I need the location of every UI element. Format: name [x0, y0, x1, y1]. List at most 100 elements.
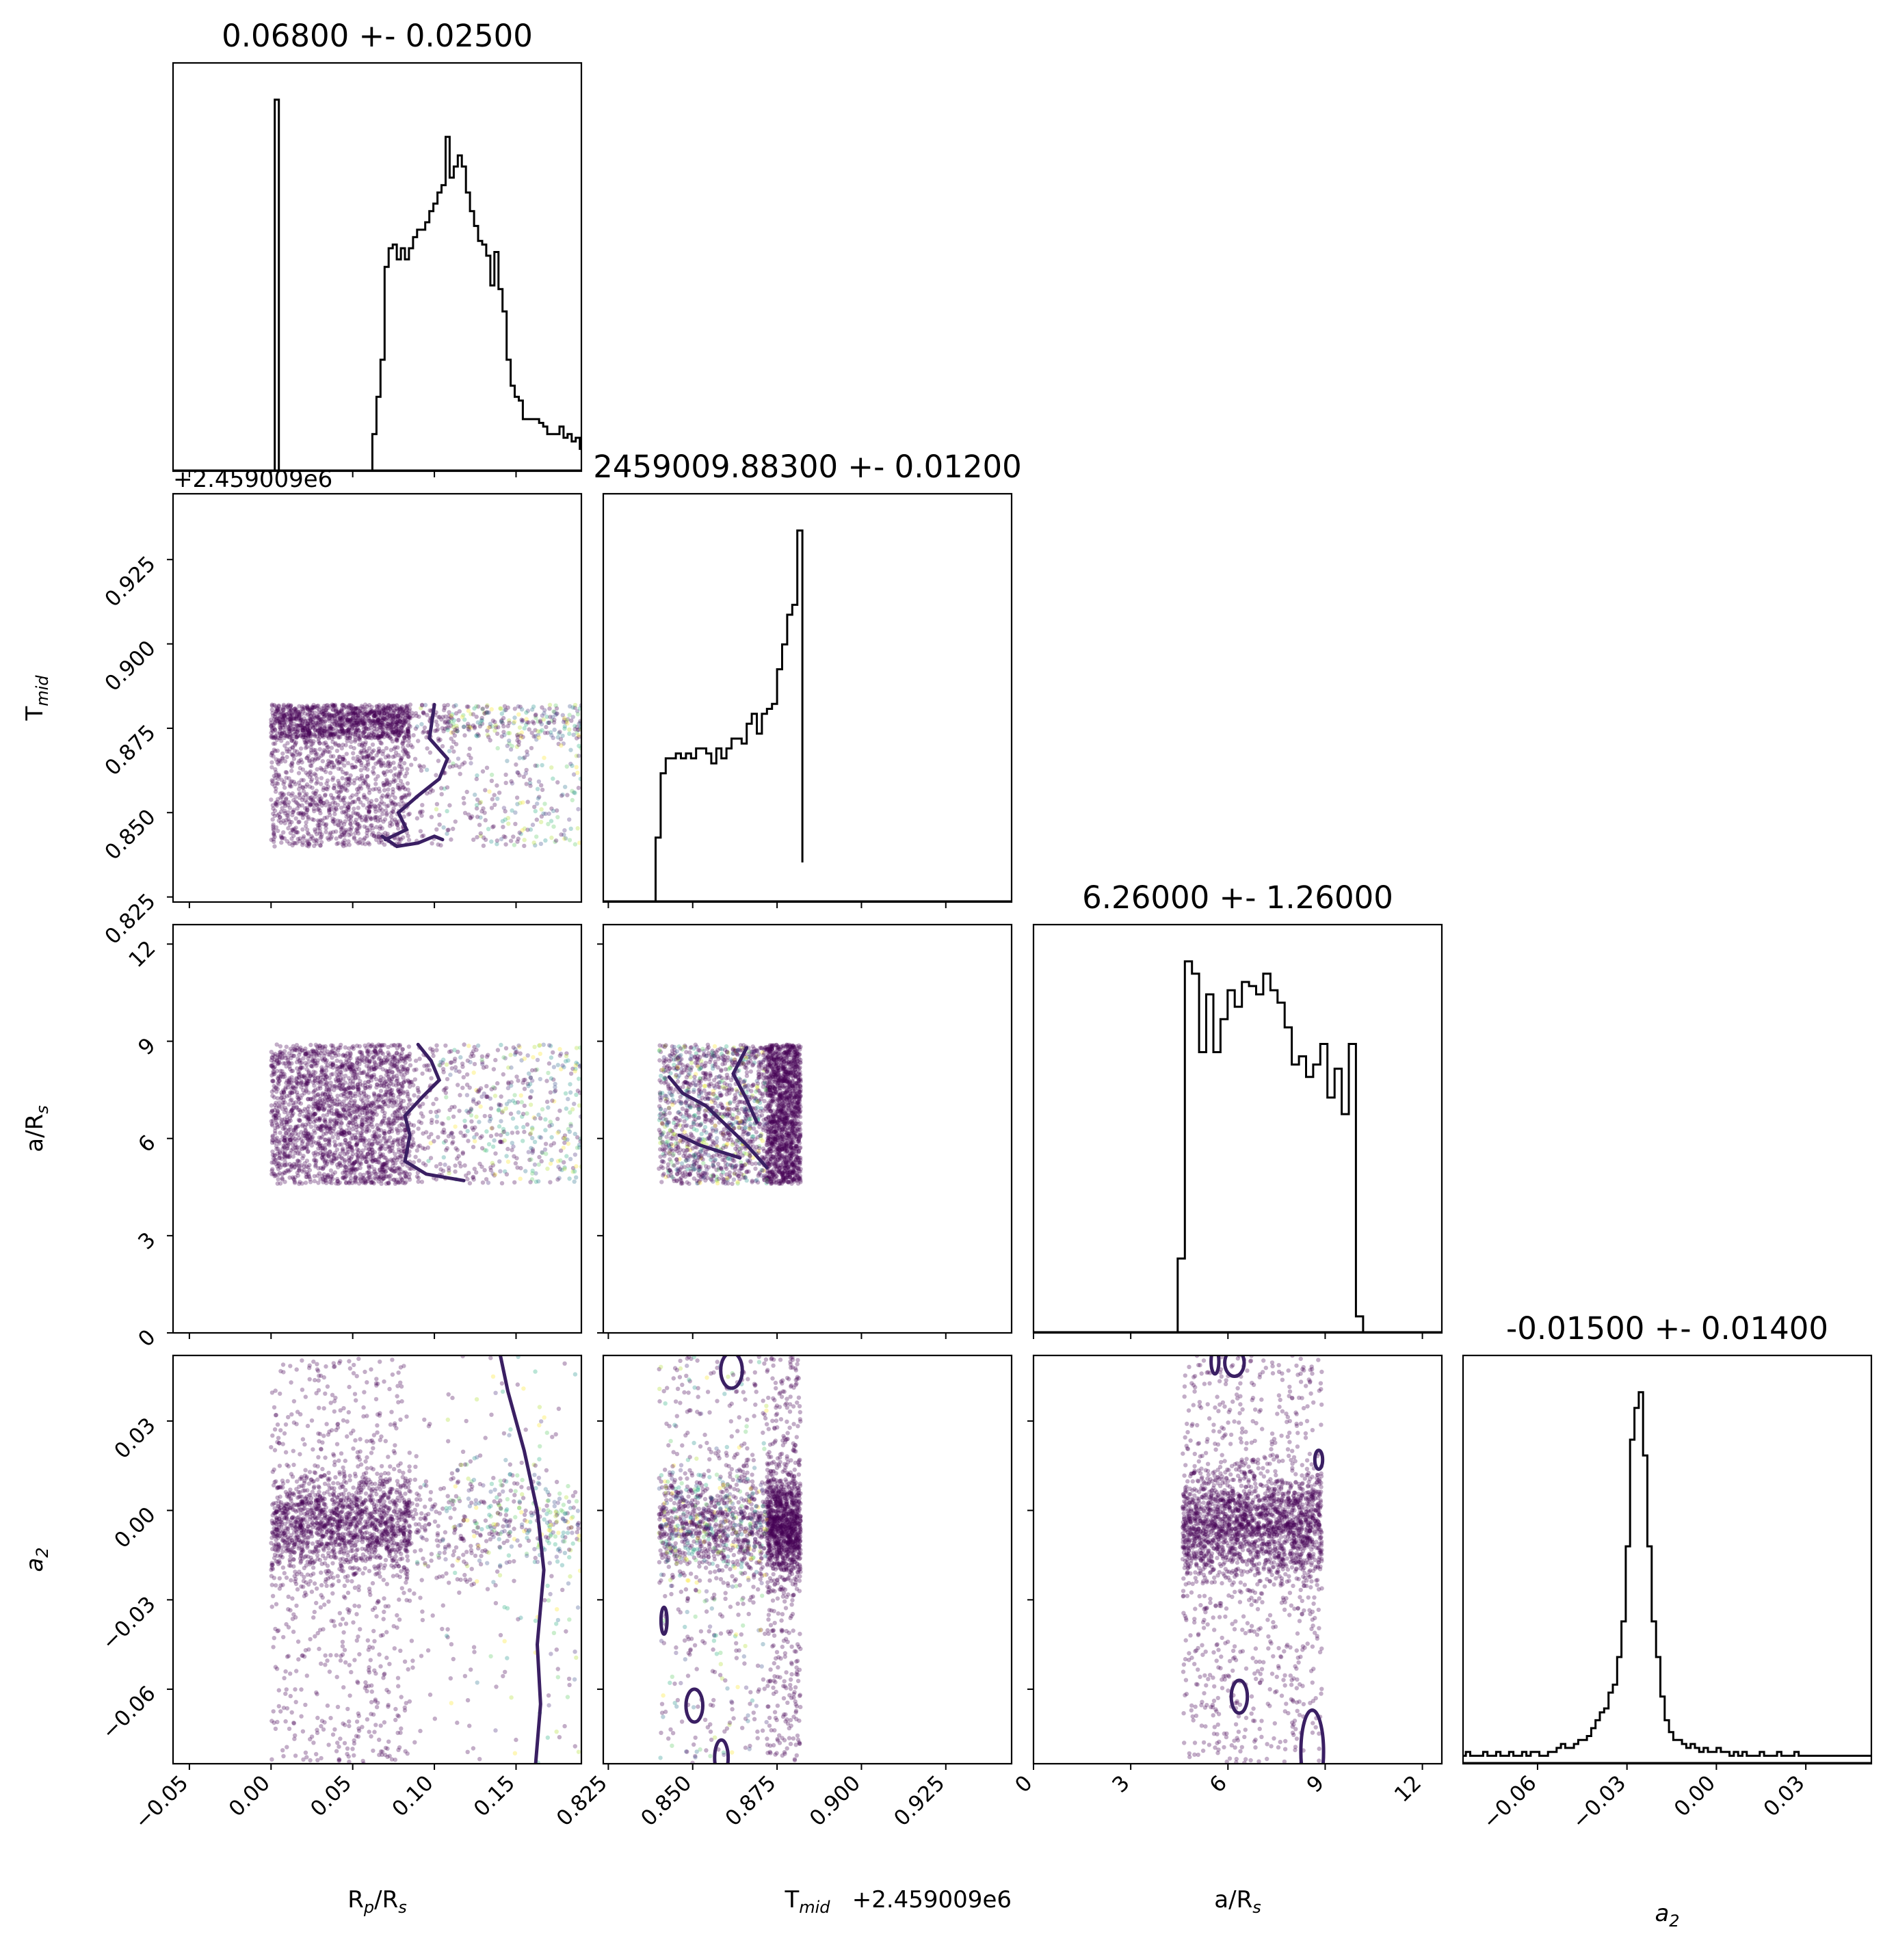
scatter-point [502, 708, 507, 713]
scatter-point [356, 840, 361, 846]
scatter-point [280, 723, 285, 728]
scatter-point [460, 1061, 465, 1066]
scatter-point [272, 1083, 276, 1089]
scatter-point [378, 1104, 383, 1109]
scatter-point [383, 1093, 388, 1098]
scatter-point [530, 1136, 535, 1141]
scatter-point [316, 1108, 321, 1113]
scatter-point [282, 1145, 287, 1150]
scatter-point [362, 721, 367, 726]
scatter-point [319, 840, 324, 845]
scatter-point [365, 1109, 370, 1113]
scatter-point [369, 1147, 374, 1152]
scatter-point [513, 1047, 518, 1052]
scatter-point [365, 704, 369, 709]
scatter-point [360, 717, 365, 722]
scatter-point [354, 1064, 360, 1070]
scatter-point [288, 1137, 293, 1143]
scatter-point [300, 843, 305, 847]
scatter-point [465, 724, 470, 729]
scatter-point [314, 781, 319, 786]
scatter-point [391, 1157, 396, 1163]
scatter-point [339, 1087, 343, 1091]
scatter-point [360, 1122, 365, 1127]
scatter-point [373, 782, 378, 786]
scatter-point [421, 710, 426, 715]
scatter-point [317, 755, 321, 760]
scatter-point [273, 1137, 278, 1142]
scatter-point [363, 721, 368, 727]
scatter-point [319, 706, 324, 711]
scatter-point [348, 717, 353, 721]
scatter-point [319, 717, 324, 721]
scatter-point [304, 1169, 309, 1175]
scatter-point [488, 1116, 493, 1122]
scatter-point [275, 1125, 280, 1130]
scatter-point [326, 734, 331, 739]
scatter-point [316, 1139, 321, 1145]
scatter-point [347, 1144, 352, 1149]
scatter-point [393, 1161, 398, 1166]
scatter-point [334, 1176, 340, 1182]
scatter-point [294, 1105, 299, 1111]
scatter-point [555, 711, 559, 716]
scatter-point [489, 707, 494, 712]
scatter-point [304, 1174, 308, 1180]
scatter-point [270, 1167, 275, 1172]
scatter-point [352, 706, 356, 711]
scatter-point [354, 1159, 360, 1164]
scatter-point [362, 1142, 367, 1148]
scatter-point [353, 1085, 358, 1089]
scatter-point [285, 1117, 289, 1123]
scatter-point [321, 706, 326, 711]
scatter-point [329, 715, 334, 719]
scatter-point [419, 702, 425, 708]
scatter-point [318, 1125, 323, 1130]
scatter-point [383, 1098, 388, 1103]
scatter-point [311, 817, 316, 823]
scatter-point [365, 797, 369, 802]
scatter-point [369, 1110, 375, 1115]
scatter-point [280, 1100, 286, 1105]
scatter-point [337, 715, 342, 720]
scatter-point [337, 1099, 342, 1104]
scatter-point [453, 1169, 458, 1174]
scatter-point [311, 739, 316, 744]
scatter-point [395, 1115, 400, 1120]
scatter-point [373, 817, 378, 823]
scatter-point [356, 713, 360, 718]
scatter-point [303, 732, 308, 738]
scatter-point [270, 1055, 275, 1061]
scatter-point [274, 1146, 279, 1152]
scatter-point [275, 1096, 280, 1101]
scatter-point [460, 1150, 465, 1155]
scatter-point [499, 1119, 503, 1124]
scatter-point [313, 1078, 317, 1083]
scatter-point [388, 821, 393, 825]
scatter-point [285, 732, 290, 737]
scatter-point [476, 733, 482, 738]
scatter-point [276, 716, 281, 721]
scatter-point [288, 732, 293, 737]
scatter-point [296, 771, 302, 776]
scatter-point [308, 1124, 314, 1129]
scatter-point [391, 1082, 396, 1087]
scatter-point [369, 1180, 375, 1184]
scatter-point [321, 719, 326, 724]
scatter-point [351, 1085, 356, 1091]
scatter-point [510, 1148, 514, 1152]
scatter-point [389, 1122, 394, 1127]
scatter-point [570, 789, 575, 793]
scatter-point [365, 1074, 369, 1079]
scatter-point [453, 728, 458, 734]
scatter-point [272, 808, 278, 813]
scatter-point [327, 716, 332, 721]
scatter-point [397, 1141, 402, 1146]
scatter-point [304, 1078, 309, 1084]
scatter-point [311, 1111, 316, 1115]
scatter-point [293, 708, 298, 713]
scatter-point [300, 812, 305, 817]
scatter-point [479, 1057, 484, 1062]
scatter-point [288, 746, 293, 752]
scatter-point [352, 835, 357, 840]
